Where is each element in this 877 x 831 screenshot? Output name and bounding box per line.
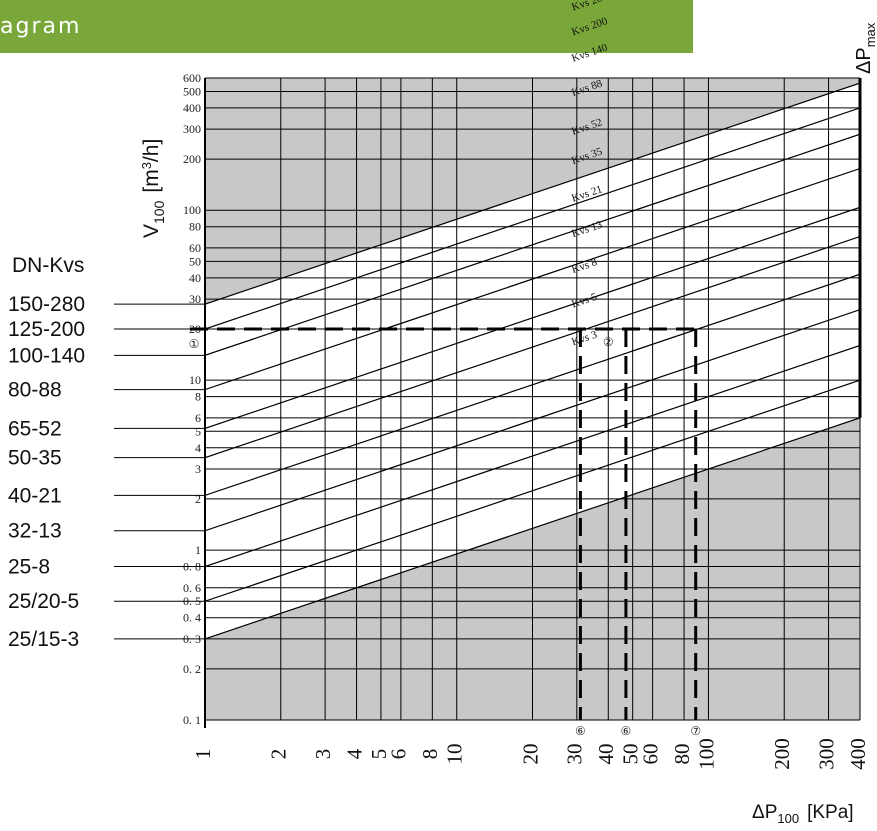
y-axis-label-main: V <box>140 224 163 238</box>
kvs-line <box>205 167 860 391</box>
x-tick-label: 2 <box>267 749 291 760</box>
x-tick-label: 3 <box>311 749 335 760</box>
x-axis-label-sub: 100 <box>777 811 799 826</box>
dn-kvs-label: 40-21 <box>8 484 62 507</box>
kvs-series-label: Kvs 200 <box>570 15 609 38</box>
x-tick-label: 5 <box>367 749 391 760</box>
y-tick-label: 10 <box>189 373 201 387</box>
kvs-series-label: Kvs 140 <box>570 41 609 64</box>
dp-max-label: ΔPmax <box>853 22 877 74</box>
dn-kvs-label: 50-35 <box>8 447 62 470</box>
y-tick-label: 3 <box>195 462 201 476</box>
y-tick-label: 600 <box>183 71 201 85</box>
kvs-line <box>205 206 860 429</box>
dn-kvs-label: 25/15-3 <box>8 628 79 651</box>
x-tick-label: 40 <box>594 744 618 765</box>
y-axis-label-sub: 100 <box>151 200 167 224</box>
y-tick-label: 0. 2 <box>183 662 201 676</box>
kvs-line <box>205 309 860 532</box>
y-tick-label: 8 <box>195 390 201 404</box>
y-tick-label: 40 <box>189 271 201 285</box>
kvs-line <box>205 107 860 330</box>
y-tick-label: 0. 6 <box>183 581 201 595</box>
kvs-line <box>205 273 860 496</box>
dn-kvs-label: 25-8 <box>8 556 50 579</box>
x-tick-label: 1 <box>191 749 215 760</box>
dp-max-label-main: ΔP <box>853 47 875 74</box>
x-tick-label: 8 <box>418 749 442 760</box>
y-tick-label: 300 <box>183 122 201 136</box>
y-tick-label: 6 <box>195 411 201 425</box>
x-tick-label: 30 <box>563 744 587 765</box>
y-tick-label: 4 <box>195 441 201 455</box>
title-banner: agram <box>0 0 693 53</box>
x-tick-label: 20 <box>518 744 542 765</box>
y-tick-label: 2 <box>195 492 201 506</box>
x-tick-label: 10 <box>443 744 467 765</box>
example-dp-marker: ⑦ <box>690 724 701 738</box>
y-axis-label-sup: 3 <box>139 162 154 169</box>
dn-kvs-label: 100-140 <box>8 344 85 367</box>
kvs-line <box>205 133 860 356</box>
title-banner-text: agram <box>0 14 82 39</box>
dn-kvs-title: DN-Kvs <box>12 254 84 277</box>
kvs-line <box>205 235 860 459</box>
example-point-b-marker: ② <box>603 335 614 349</box>
y-tick-label: 30 <box>189 292 201 306</box>
y-tick-label: 80 <box>189 220 201 234</box>
y-tick-label: 50 <box>189 254 201 268</box>
example-dp-marker: ⑥ <box>575 724 586 738</box>
y-tick-label: 60 <box>189 241 201 255</box>
x-tick-label: 100 <box>694 738 718 770</box>
x-tick-label: 300 <box>814 738 838 770</box>
y-tick-label: 0. 1 <box>183 713 201 727</box>
x-tick-label: 80 <box>670 744 694 765</box>
y-tick-label: 100 <box>183 203 201 217</box>
example-point-a-marker: ① <box>189 337 200 351</box>
dn-kvs-label: 65-52 <box>8 417 62 440</box>
y-tick-label: 5 <box>195 424 201 438</box>
kvs-series-label: Kvs 280 <box>570 0 609 14</box>
dn-kvs-label: 25/20-5 <box>8 590 79 613</box>
dn-kvs-label: 80-88 <box>8 379 62 402</box>
y-axis-label-unit-end: /h] <box>140 139 163 162</box>
y-axis-label-unit: [m <box>140 169 163 192</box>
kvs-line <box>205 379 860 602</box>
y-tick-label: 200 <box>183 152 201 166</box>
kvs-line <box>205 82 860 305</box>
kvs-line <box>205 344 860 568</box>
x-tick-label: 60 <box>638 744 662 765</box>
x-tick-label: 6 <box>387 749 411 760</box>
example-dp-marker: ⑥ <box>621 724 632 738</box>
kvs-lines <box>205 82 860 640</box>
x-axis-label-unit: [KPa] <box>807 802 853 823</box>
y-axis-label: V100 [m3/h] <box>139 139 167 238</box>
x-tick-label: 50 <box>618 744 642 765</box>
x-tick-label: 200 <box>770 738 794 770</box>
y-tick-label: 0. 4 <box>183 611 201 625</box>
dn-kvs-label: 32-13 <box>8 520 62 543</box>
dp-max-label-sub: max <box>863 22 877 47</box>
kvs-line <box>205 417 860 640</box>
dn-kvs-label: 150-280 <box>8 293 85 316</box>
y-tick-label: 500 <box>183 84 201 98</box>
y-tick-label: 1 <box>195 543 201 557</box>
dn-kvs-label: 125-200 <box>8 318 85 341</box>
x-tick-label: 400 <box>846 738 870 770</box>
x-axis-label-main: ΔP <box>752 802 777 823</box>
x-tick-label: 4 <box>342 748 366 759</box>
x-axis-label: ΔP100 [KPa] <box>752 802 854 826</box>
y-tick-label: 400 <box>183 101 201 115</box>
